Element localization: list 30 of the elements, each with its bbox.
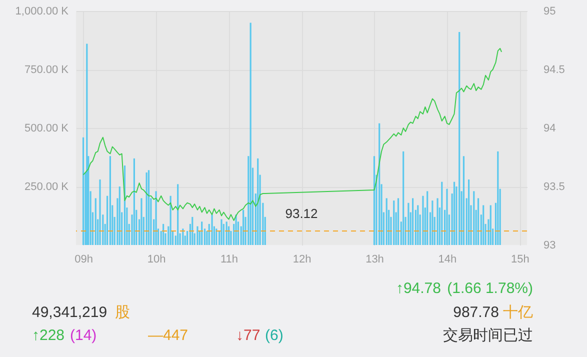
text: ↓77	[236, 327, 260, 345]
text: ↑94.78	[396, 280, 441, 298]
text: (14)	[70, 327, 97, 345]
text: 十亿	[503, 304, 533, 322]
text: —447	[148, 327, 188, 345]
x-tick-label: 12h	[292, 254, 312, 266]
y2-tick-label: 94.5	[544, 64, 565, 76]
y-tick-label: 250.00 K	[24, 181, 70, 193]
line-series	[82, 48, 502, 221]
x-tick-label: 09h	[74, 254, 93, 266]
text: ↑228	[32, 327, 65, 345]
y-tick-label: 500.00 K	[24, 122, 70, 134]
x-tick-label: 15h	[511, 254, 530, 266]
y2-tick-label: 94	[544, 122, 556, 134]
x-tick-label: 14h	[438, 254, 457, 266]
y2-tick-label: 95	[544, 6, 556, 18]
text: 交易时间已过	[443, 327, 533, 345]
text: (6)	[265, 327, 284, 345]
x-tick-label: 13h	[366, 254, 384, 266]
y-tick-label: 1,000.00 K	[15, 6, 70, 18]
y2-tick-label: 93	[544, 240, 556, 252]
text: (1.66 1.78%)	[447, 280, 533, 298]
x-tick-label: 11h	[220, 254, 238, 266]
text: 987.78	[453, 304, 499, 322]
y2-tick-label: 93.5	[544, 181, 565, 193]
y-tick-label: 750.00 K	[24, 64, 70, 76]
ref-line-label: 93.12	[285, 206, 318, 221]
text: 股	[115, 304, 130, 322]
text: 49,341,219	[32, 304, 108, 322]
x-tick-label: 10h	[147, 254, 166, 266]
